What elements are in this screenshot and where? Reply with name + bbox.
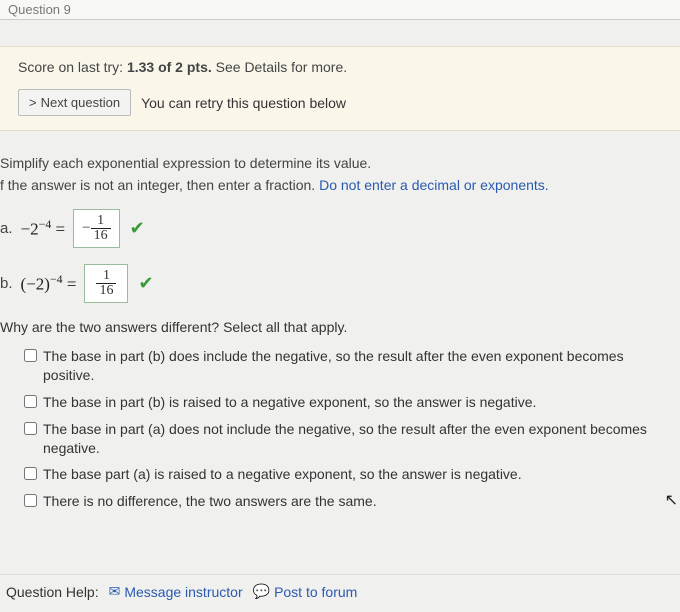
option-checkbox-1[interactable] bbox=[24, 349, 37, 362]
option-text-4: The base part (a) is raised to a negativ… bbox=[43, 465, 522, 484]
instruction-2a: f the answer is not an integer, then ent… bbox=[0, 177, 319, 193]
part-a-fraction: 1 16 bbox=[91, 214, 111, 243]
part-b-denominator: 16 bbox=[96, 284, 116, 298]
option-row[interactable]: The base in part (b) is raised to a nega… bbox=[24, 393, 672, 412]
score-value: 1.33 of 2 pts. bbox=[127, 59, 212, 75]
option-text-1: The base in part (b) does include the ne… bbox=[43, 347, 672, 385]
score-prefix: Score on last try: bbox=[18, 59, 127, 75]
score-line: Score on last try: 1.33 of 2 pts. See De… bbox=[18, 59, 666, 75]
option-text-2: The base in part (b) is raised to a nega… bbox=[43, 393, 536, 412]
cursor-icon: ↖ bbox=[665, 490, 678, 510]
part-b-numerator: 1 bbox=[96, 269, 116, 284]
option-text-5: There is no difference, the two answers … bbox=[43, 492, 377, 511]
instruction-line-1: Simplify each exponential expression to … bbox=[0, 155, 672, 171]
part-a-row: a. −2−4 = − 1 16 ✔ bbox=[0, 209, 672, 248]
part-a-label: a. bbox=[0, 220, 13, 237]
why-question: Why are the two answers different? Selec… bbox=[0, 319, 672, 335]
part-b-answer-input[interactable]: 1 16 bbox=[84, 264, 128, 303]
part-a-exponent: −4 bbox=[39, 217, 52, 231]
part-b-base: −2 bbox=[26, 275, 44, 294]
part-b-exponent: −4 bbox=[50, 272, 63, 286]
question-number-label: Question 9 bbox=[8, 2, 71, 17]
message-instructor-text: Message instructor bbox=[124, 584, 242, 600]
part-a-numerator: 1 bbox=[91, 214, 111, 229]
chat-icon: 💬 bbox=[253, 583, 270, 600]
score-suffix: See Details for more. bbox=[212, 59, 347, 75]
next-question-label: Next question bbox=[41, 95, 121, 110]
part-b-expression: (−2)−4 = bbox=[21, 272, 77, 295]
message-instructor-link[interactable]: ✉ Message instructor bbox=[109, 583, 243, 600]
part-b-row: b. (−2)−4 = 1 16 ✔ bbox=[0, 264, 672, 303]
option-checkbox-5[interactable] bbox=[24, 494, 37, 507]
option-row[interactable]: The base in part (a) does not include th… bbox=[24, 420, 672, 458]
part-a-expression: −2−4 = bbox=[21, 217, 66, 240]
post-forum-link[interactable]: 💬 Post to forum bbox=[253, 583, 358, 600]
part-a-base: −2 bbox=[21, 220, 39, 239]
next-question-button[interactable]: > Next question bbox=[18, 89, 131, 116]
score-band: Score on last try: 1.33 of 2 pts. See De… bbox=[0, 46, 680, 131]
part-b-label: b. bbox=[0, 275, 13, 292]
option-row[interactable]: The base part (a) is raised to a negativ… bbox=[24, 465, 672, 484]
check-icon: ✔ bbox=[130, 218, 145, 239]
part-a-sign: − bbox=[82, 220, 90, 237]
question-content: Simplify each exponential expression to … bbox=[0, 131, 680, 527]
mail-icon: ✉ bbox=[109, 583, 121, 600]
help-label: Question Help: bbox=[6, 584, 99, 600]
check-icon: ✔ bbox=[138, 273, 153, 294]
retry-text: You can retry this question below bbox=[141, 95, 346, 111]
part-a-equals: = bbox=[51, 220, 65, 239]
option-text-3: The base in part (a) does not include th… bbox=[43, 420, 672, 458]
option-row[interactable]: There is no difference, the two answers … bbox=[24, 492, 672, 511]
part-b-equals: = bbox=[63, 275, 77, 294]
instruction-2b: Do not enter a decimal or exponents. bbox=[319, 177, 549, 193]
options-list: The base in part (b) does include the ne… bbox=[0, 347, 672, 511]
part-a-answer-input[interactable]: − 1 16 bbox=[73, 209, 119, 248]
question-help-row: Question Help: ✉ Message instructor 💬 Po… bbox=[0, 574, 680, 608]
part-a-denominator: 16 bbox=[91, 229, 111, 243]
option-checkbox-4[interactable] bbox=[24, 467, 37, 480]
option-checkbox-3[interactable] bbox=[24, 422, 37, 435]
part-b-fraction: 1 16 bbox=[96, 269, 116, 298]
option-row[interactable]: The base in part (b) does include the ne… bbox=[24, 347, 672, 385]
chevron-right-icon: > bbox=[29, 95, 37, 110]
option-checkbox-2[interactable] bbox=[24, 395, 37, 408]
instruction-line-2: f the answer is not an integer, then ent… bbox=[0, 177, 672, 193]
post-forum-text: Post to forum bbox=[274, 584, 357, 600]
question-nav-bar: Question 9 bbox=[0, 0, 680, 20]
